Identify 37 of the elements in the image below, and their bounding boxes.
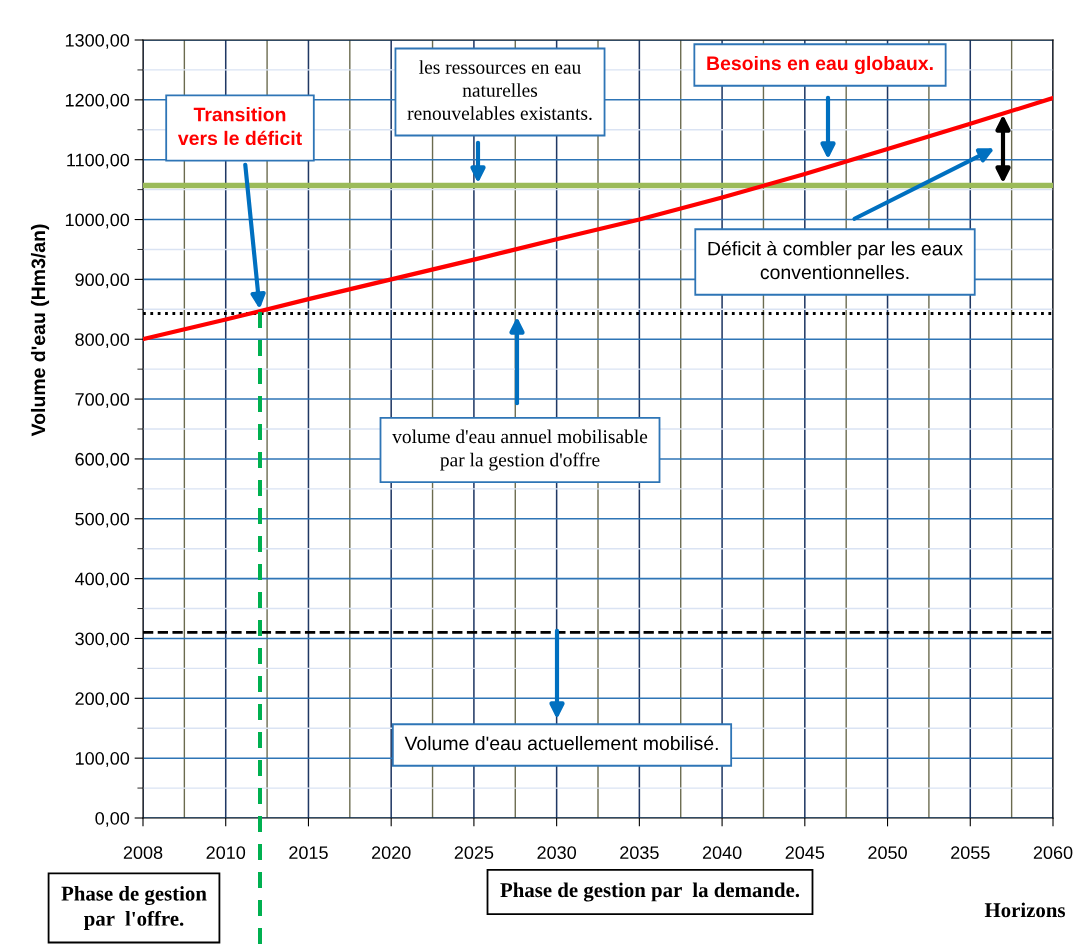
y-tick-label: 1000,00: [65, 213, 130, 229]
x-tick-label: 2035: [620, 846, 659, 860]
x-tick-label: 2008: [123, 846, 163, 860]
x-tick-label: 2045: [785, 846, 825, 860]
x-tick-label: 2050: [868, 846, 907, 860]
annotation: les ressources en eau naturelles renouvelables existants.: [407, 60, 592, 120]
y-tick-label: 1200,00: [65, 93, 130, 109]
x-tick-label: 2055: [951, 846, 990, 860]
annotation: Besoins en eau globaux.: [707, 55, 933, 75]
annotation: volume d'eau annuel mobilisable par la gestion d'offre: [392, 429, 648, 471]
y-tick-label: 400,00: [75, 572, 130, 588]
y-tick-label: 200,00: [75, 692, 130, 708]
text: Phase de gestion par la demande.: [500, 882, 800, 902]
y-tick-label: 300,00: [75, 632, 130, 648]
y-tick-label: 700,00: [75, 393, 130, 408]
x-tick-label: 2030: [537, 846, 577, 860]
y-tick-label: 1100,00: [67, 153, 130, 169]
x-axis-title: Horizons: [984, 902, 1065, 918]
line-series: [143, 95, 1053, 342]
x-tick-label: 2015: [289, 846, 328, 860]
y-axis-title: Volume d'eau (Hm3/an): [30, 224, 50, 437]
y-tick-label: 500,00: [75, 512, 130, 528]
y-tick-label: 900,00: [75, 273, 130, 289]
y-tick-label: 600,00: [75, 452, 130, 468]
text: Phase de gestion par l'offre.: [61, 885, 207, 931]
x-tick-label: 2010: [206, 846, 246, 860]
annotation: Volume d'eau actuellement mobilisé.: [404, 735, 718, 751]
y-tick-label: 100,00: [75, 752, 130, 768]
y-tick-label: 0,00: [95, 811, 130, 827]
x-tick-label: 2040: [702, 846, 742, 860]
annotation: Déficit à combler par les eaux conventionnelles.: [708, 240, 963, 280]
x-tick-label: 2025: [454, 846, 494, 860]
y-tick-label: 800,00: [75, 333, 130, 349]
annotation: Transition vers le déficit: [177, 107, 302, 146]
y-tick-label: 1300,00: [65, 33, 130, 49]
x-tick-label: 2060: [1033, 846, 1073, 860]
x-tick-label: 2020: [372, 846, 411, 860]
